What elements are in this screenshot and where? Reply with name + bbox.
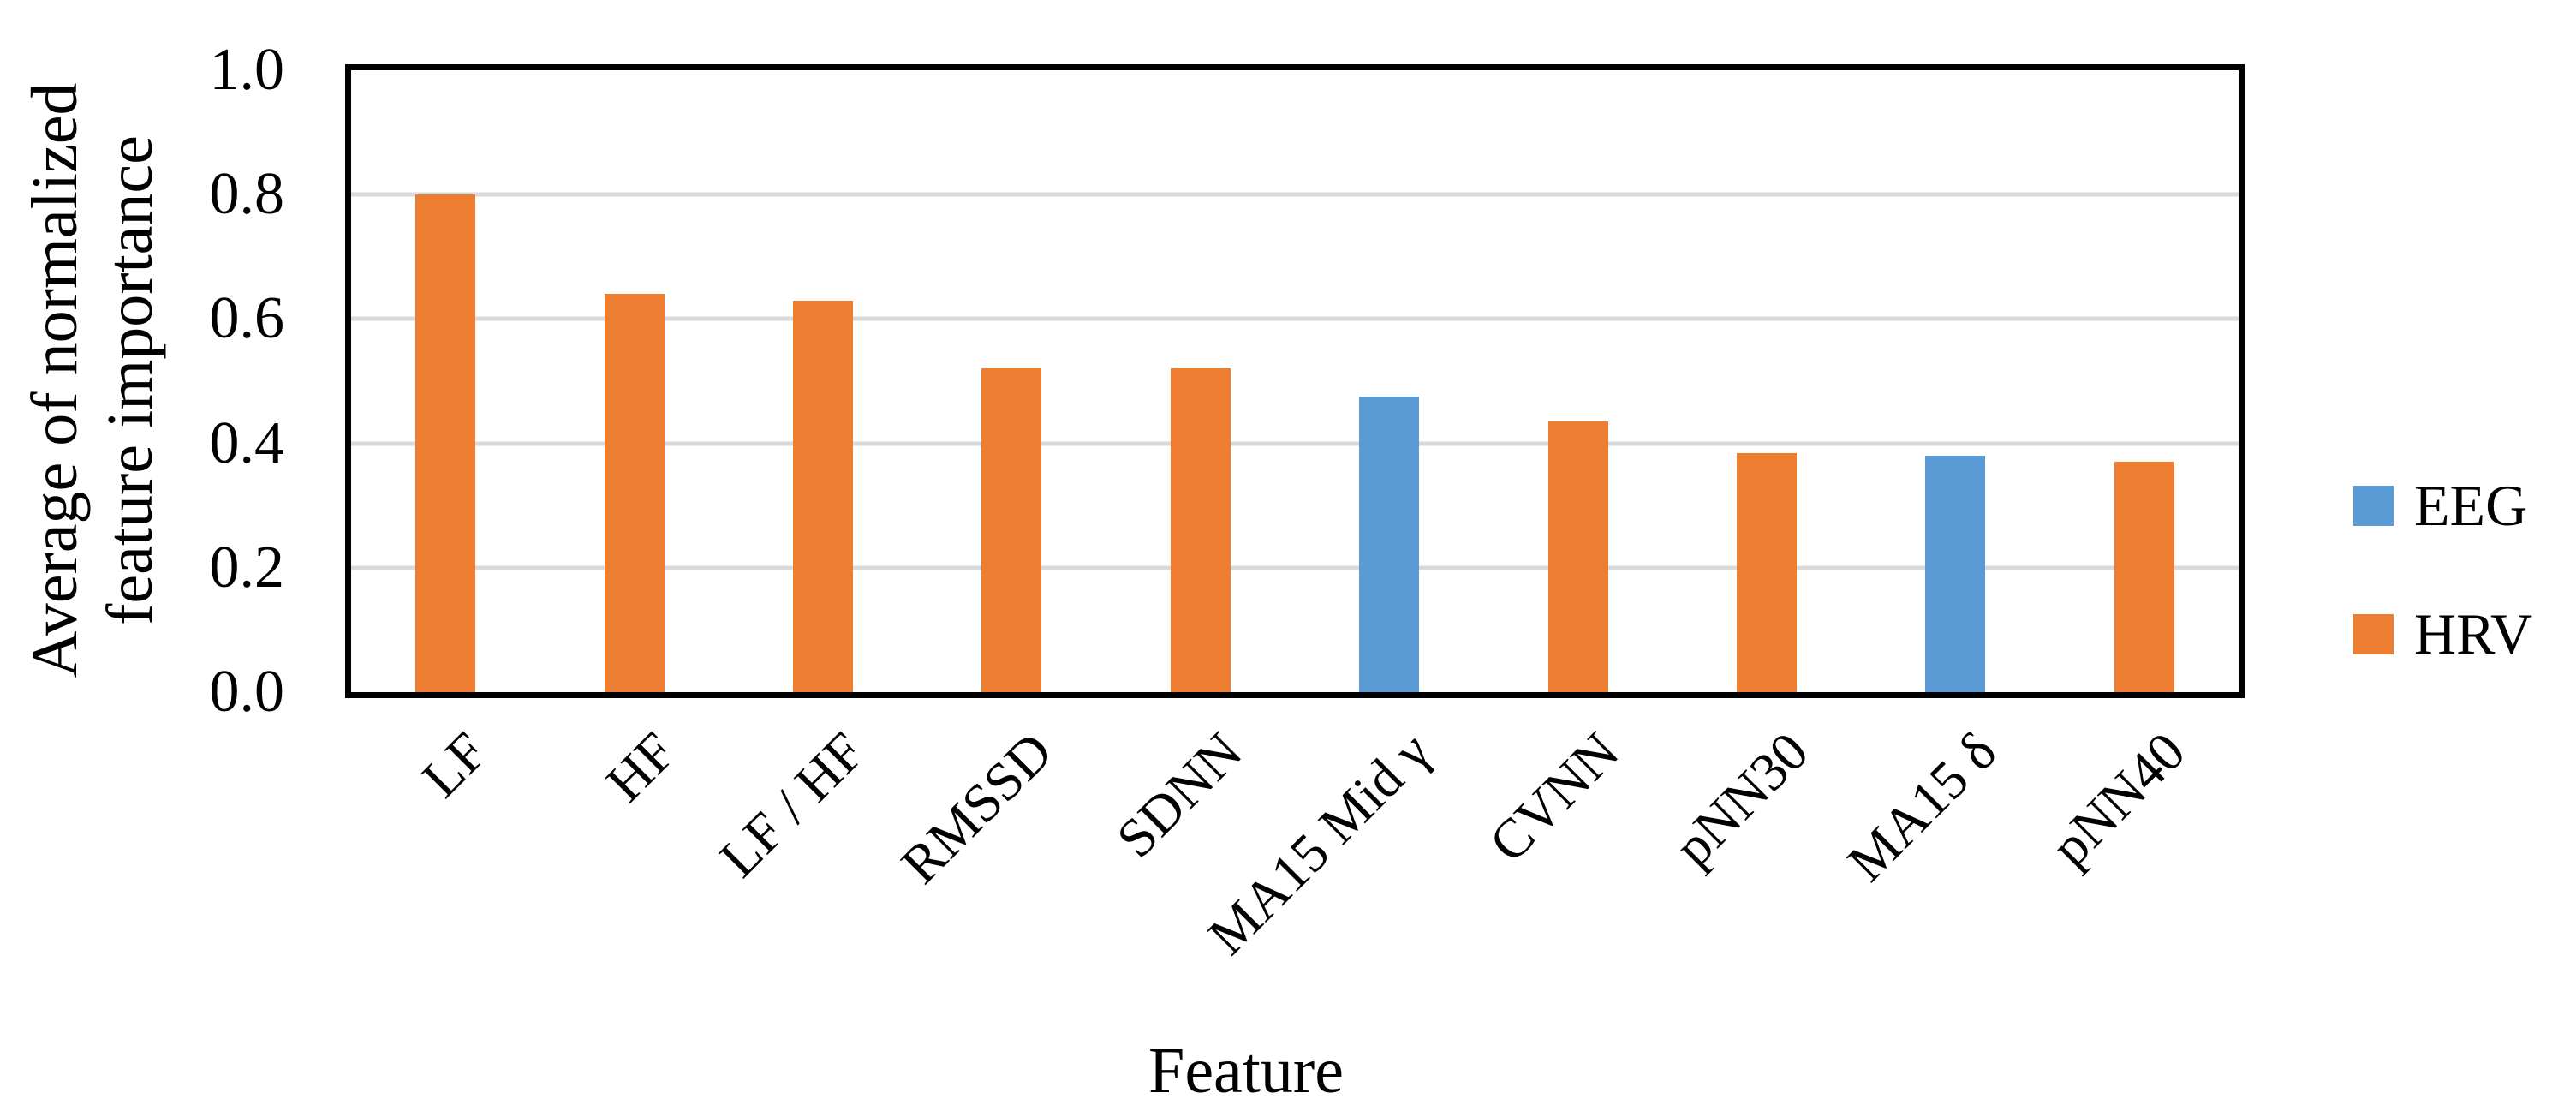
gridline-0.8 xyxy=(351,192,2239,197)
x-label-pnn40: pNN40 xyxy=(2039,720,2197,878)
bar-lf-hf xyxy=(793,300,853,692)
x-axis-title: Feature xyxy=(1148,1035,1344,1107)
y-tick-0.6: 0.6 xyxy=(209,285,285,352)
bar-hf xyxy=(604,294,665,692)
x-label-rmssd: RMSSD xyxy=(890,720,1064,895)
bar-ma15-mid xyxy=(1359,397,1420,692)
legend-entry-eeg: EEG xyxy=(2353,476,2527,535)
bar-cvnn xyxy=(1547,421,1608,692)
gridline-0.4 xyxy=(351,441,2239,446)
y-axis-title: Average of normalized feature importance xyxy=(17,83,168,678)
bar-rmssd xyxy=(981,368,1042,692)
y-tick-0.8: 0.8 xyxy=(209,161,285,228)
gridline-0.6 xyxy=(351,316,2239,321)
bar-pnn40 xyxy=(2114,462,2174,692)
bar-ma15 xyxy=(1925,456,1986,692)
x-label-lf: LF xyxy=(409,720,498,809)
legend-entry-hrv: HRV xyxy=(2353,605,2532,663)
bar-pnn30 xyxy=(1737,452,1797,692)
y-tick-0.0: 0.0 xyxy=(209,659,285,725)
x-label-hf: HF xyxy=(593,720,687,814)
x-label-sdnn: SDNN xyxy=(1104,720,1254,869)
x-label-cvnn: CVNN xyxy=(1477,720,1631,874)
x-label-lf-hf: LF / HF xyxy=(707,720,876,889)
legend-label-eeg: EEG xyxy=(2414,473,2528,538)
legend-swatch-eeg xyxy=(2353,485,2394,526)
legend-label-hrv: HRV xyxy=(2414,601,2533,666)
legend-swatch-hrv xyxy=(2353,613,2394,654)
plot-area xyxy=(345,64,2245,698)
x-label-pnn30: pNN30 xyxy=(1661,720,1820,878)
y-tick-1.0: 1.0 xyxy=(209,37,285,103)
y-tick-0.4: 0.4 xyxy=(209,409,285,476)
y-tick-0.2: 0.2 xyxy=(209,534,285,600)
bar-sdnn xyxy=(1170,368,1231,692)
gridline-0.2 xyxy=(351,565,2239,570)
x-label-ma15: MA15 δ xyxy=(1835,720,2008,893)
y-axis-title-line1: Average of normalized xyxy=(18,82,91,678)
bar-lf xyxy=(415,194,476,692)
